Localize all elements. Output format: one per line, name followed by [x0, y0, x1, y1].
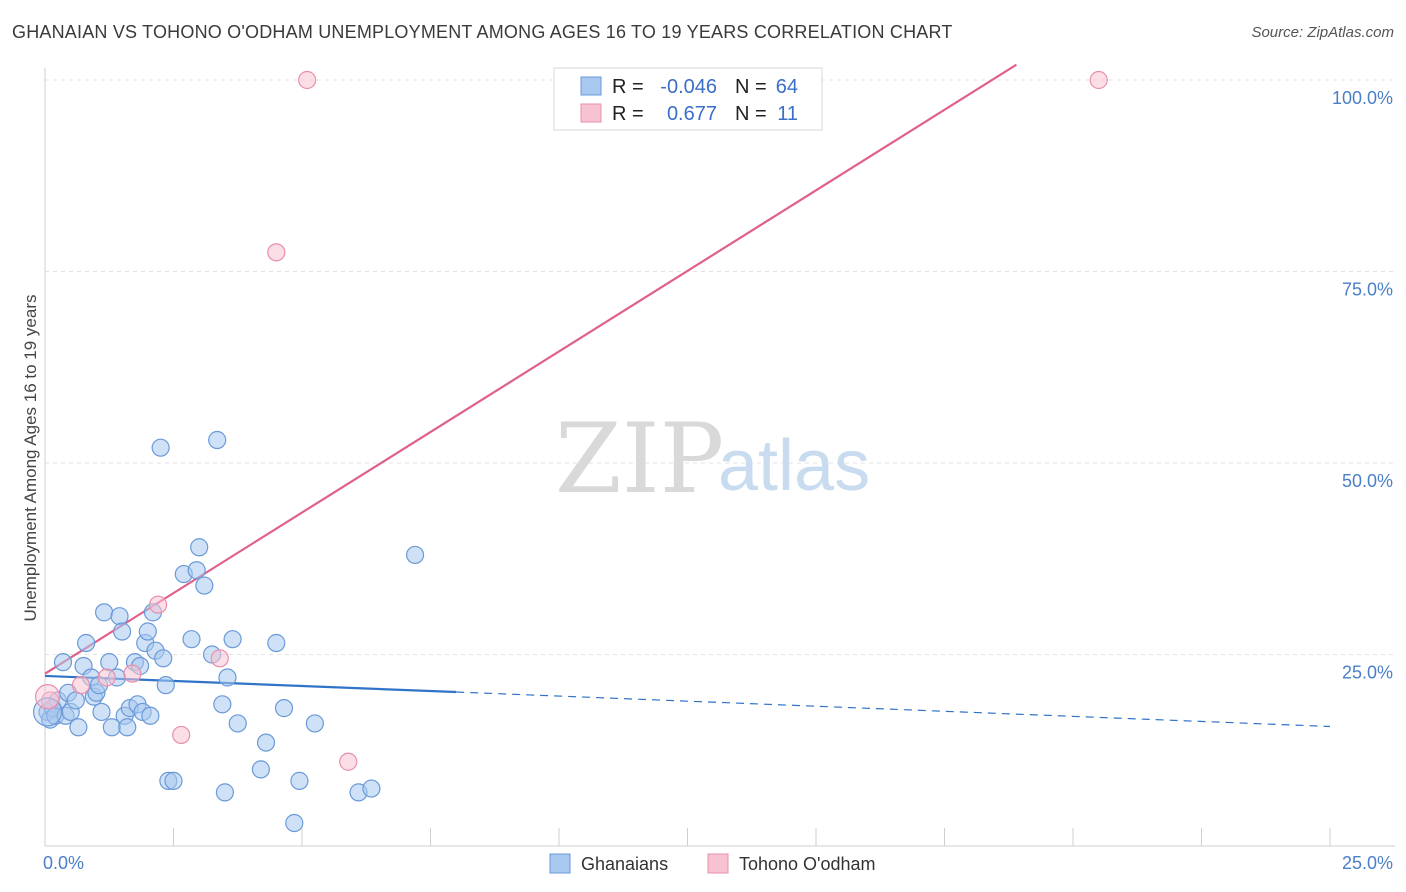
chart-title: GHANAIAN VS TOHONO O'ODHAM UNEMPLOYMENT … [12, 22, 953, 42]
ghanaian-point-38 [156, 676, 175, 695]
legend-r-value-0: -0.046 [660, 76, 717, 98]
ghanaian-point-56 [274, 699, 294, 718]
ghanaian-point-59 [305, 714, 324, 733]
stats-legend: R = -0.046 N = 64 R = 0.677 N = 11 [553, 67, 823, 131]
y-tick-label-100: 100.0% [1332, 88, 1393, 108]
ghanaian-point-18 [95, 603, 114, 622]
series-legend: Ghanaians Tohono O'odham [549, 853, 876, 874]
tohono-point-6 [210, 649, 229, 668]
tohono-point-9 [339, 752, 358, 771]
tohono-point-8 [298, 70, 317, 90]
ghanaian-point-55 [267, 633, 286, 653]
ghanaian-point-10 [69, 718, 88, 737]
series-legend-label-ghanaians: Ghanaians [581, 854, 668, 874]
ghanaian-point-25 [118, 718, 137, 737]
y-tick-layer: 25.0% 50.0% 75.0% 100.0% [1332, 88, 1393, 683]
ghanaian-point-9 [66, 691, 85, 710]
legend-n-value-0: 64 [776, 76, 798, 98]
ghanaian-point-5 [53, 653, 73, 672]
ghanaian-point-52 [228, 714, 247, 733]
ghanaian-point-50 [218, 668, 237, 687]
x-tick-label-max: 25.0% [1342, 853, 1393, 873]
grid-layer [45, 79, 1395, 655]
tohono-cluster-point [34, 684, 61, 710]
ghanaian-point-32 [138, 622, 157, 641]
y-tick-label-50: 50.0% [1342, 471, 1393, 491]
ghanaian-point-62 [405, 545, 425, 565]
legend-r-label-0: R = [612, 76, 644, 98]
points-layer [32, 70, 1108, 833]
ghanaian-point-17 [92, 702, 111, 722]
tohono-point-2 [97, 668, 116, 687]
tohono-trend-line [44, 63, 1018, 675]
ghanaian-point-40 [164, 771, 183, 790]
series-legend-swatch-tohono [707, 853, 729, 874]
legend-r-label-1: R = [612, 103, 644, 125]
ghanaian-point-48 [213, 695, 232, 714]
ghanaian-point-47 [208, 430, 227, 450]
tohono-point-4 [148, 595, 168, 614]
ghanaian-point-51 [223, 630, 242, 649]
ghanaian-point-45 [195, 576, 214, 595]
ghanaian-point-33 [141, 706, 160, 725]
y-axis-label: Unemployment Among Ages 16 to 19 years [21, 295, 40, 622]
series-legend-label-tohono: Tohono O'odham [739, 854, 876, 874]
ghanaian-point-19 [100, 653, 119, 672]
tohono-point-1 [71, 676, 91, 695]
tohono-point-5 [172, 725, 191, 745]
ghanaian-point-54 [256, 733, 276, 752]
trend-layer [44, 63, 1331, 728]
ghanaian-point-23 [112, 622, 132, 641]
tohono-point-7 [267, 243, 286, 262]
ghanaian-point-22 [110, 607, 129, 626]
legend-r-value-1: 0.677 [667, 103, 717, 125]
ghanaian-point-49 [215, 783, 234, 802]
ghanaian-point-58 [290, 771, 309, 790]
ghanaian-point-43 [187, 561, 206, 580]
ghanaian-point-42 [182, 630, 201, 649]
x-minor-ticks [173, 828, 1331, 846]
ghanaian-point-44 [190, 538, 209, 557]
y-tick-label-75: 75.0% [1342, 280, 1393, 300]
legend-n-value-1: 11 [777, 103, 798, 125]
legend-swatch-tohono [580, 103, 602, 123]
x-tick-label-min: 0.0% [43, 853, 84, 873]
tohono-point-10 [1089, 70, 1108, 90]
ghanaian-point-57 [285, 813, 304, 833]
legend-swatch-ghanaians [580, 76, 602, 96]
ghanaian-point-61 [362, 779, 381, 798]
source-label: Source: ZipAtlas.com [1251, 24, 1394, 41]
ghanaian-point-36 [151, 438, 170, 457]
tohono-point-3 [123, 664, 142, 683]
ghanaian-point-12 [77, 633, 96, 653]
ghanaian-point-53 [251, 760, 270, 779]
y-tick-label-25: 25.0% [1342, 663, 1393, 683]
watermark-zip: ZIP [555, 403, 724, 515]
ghanaian-cluster-point [32, 697, 63, 727]
watermark-atlas: atlas [718, 426, 870, 506]
ghanaian-point-37 [154, 649, 173, 668]
legend-n-label-1: N = [735, 103, 767, 125]
ghanaian-trend-extension [456, 691, 1331, 728]
series-legend-swatch-ghanaians [549, 853, 571, 874]
legend-n-label-0: N = [735, 76, 767, 98]
